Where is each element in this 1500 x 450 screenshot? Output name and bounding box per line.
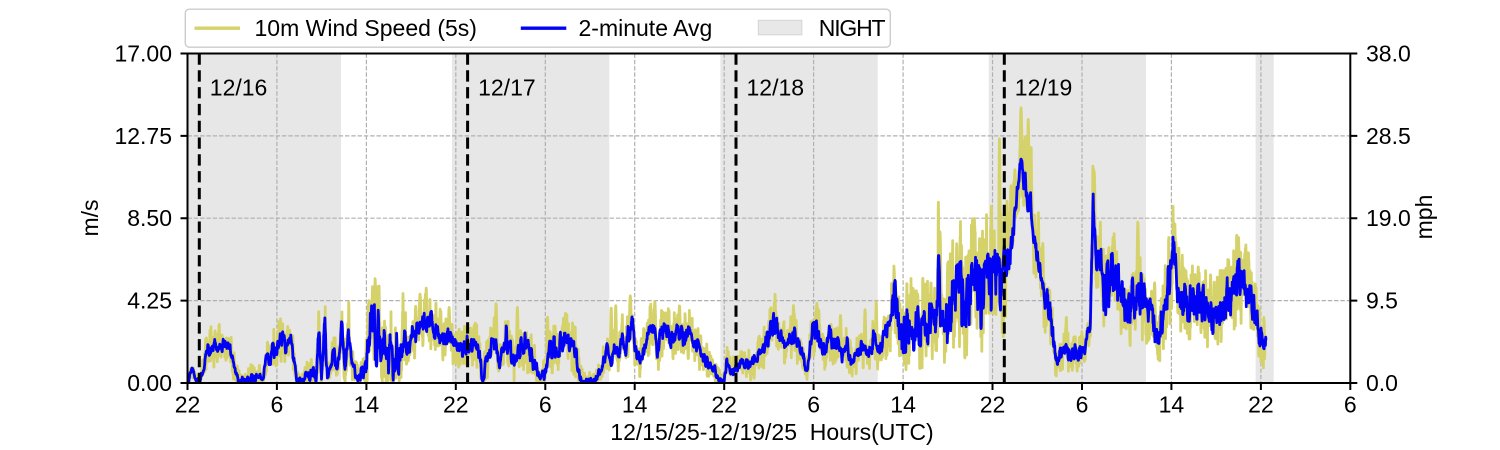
- svg-text:6: 6: [271, 392, 284, 418]
- svg-text:NIGHT: NIGHT: [819, 15, 886, 41]
- svg-text:12/16: 12/16: [210, 75, 268, 101]
- svg-text:14: 14: [1159, 392, 1185, 418]
- svg-text:12/17: 12/17: [478, 75, 536, 101]
- svg-text:0.0: 0.0: [1366, 370, 1398, 396]
- svg-text:12/15/25-12/19/25 Hours(UTC): 12/15/25-12/19/25 Hours(UTC): [610, 419, 933, 445]
- svg-text:22: 22: [443, 392, 469, 418]
- svg-text:4.25: 4.25: [127, 288, 172, 314]
- svg-text:2-minute Avg: 2-minute Avg: [579, 15, 713, 41]
- svg-text:22: 22: [711, 392, 737, 418]
- svg-text:12/18: 12/18: [747, 75, 805, 101]
- svg-text:28.5: 28.5: [1366, 123, 1411, 149]
- svg-text:6: 6: [807, 392, 820, 418]
- svg-text:9.5: 9.5: [1366, 288, 1398, 314]
- svg-text:6: 6: [1076, 392, 1089, 418]
- svg-text:6: 6: [1344, 392, 1357, 418]
- svg-text:12.75: 12.75: [114, 123, 172, 149]
- svg-text:14: 14: [890, 392, 916, 418]
- svg-text:m/s: m/s: [77, 199, 103, 236]
- svg-text:14: 14: [622, 392, 648, 418]
- svg-text:22: 22: [980, 392, 1006, 418]
- svg-text:22: 22: [175, 392, 201, 418]
- svg-text:19.0: 19.0: [1366, 205, 1411, 231]
- svg-text:6: 6: [539, 392, 552, 418]
- svg-text:12/19: 12/19: [1015, 75, 1073, 101]
- svg-text:14: 14: [354, 392, 380, 418]
- svg-text:22: 22: [1248, 392, 1274, 418]
- svg-text:10m Wind Speed (5s): 10m Wind Speed (5s): [255, 15, 477, 41]
- svg-text:0.00: 0.00: [127, 370, 172, 396]
- svg-text:mph: mph: [1411, 195, 1437, 240]
- svg-text:8.50: 8.50: [127, 205, 172, 231]
- svg-text:17.00: 17.00: [114, 41, 172, 67]
- svg-text:38.0: 38.0: [1366, 41, 1411, 67]
